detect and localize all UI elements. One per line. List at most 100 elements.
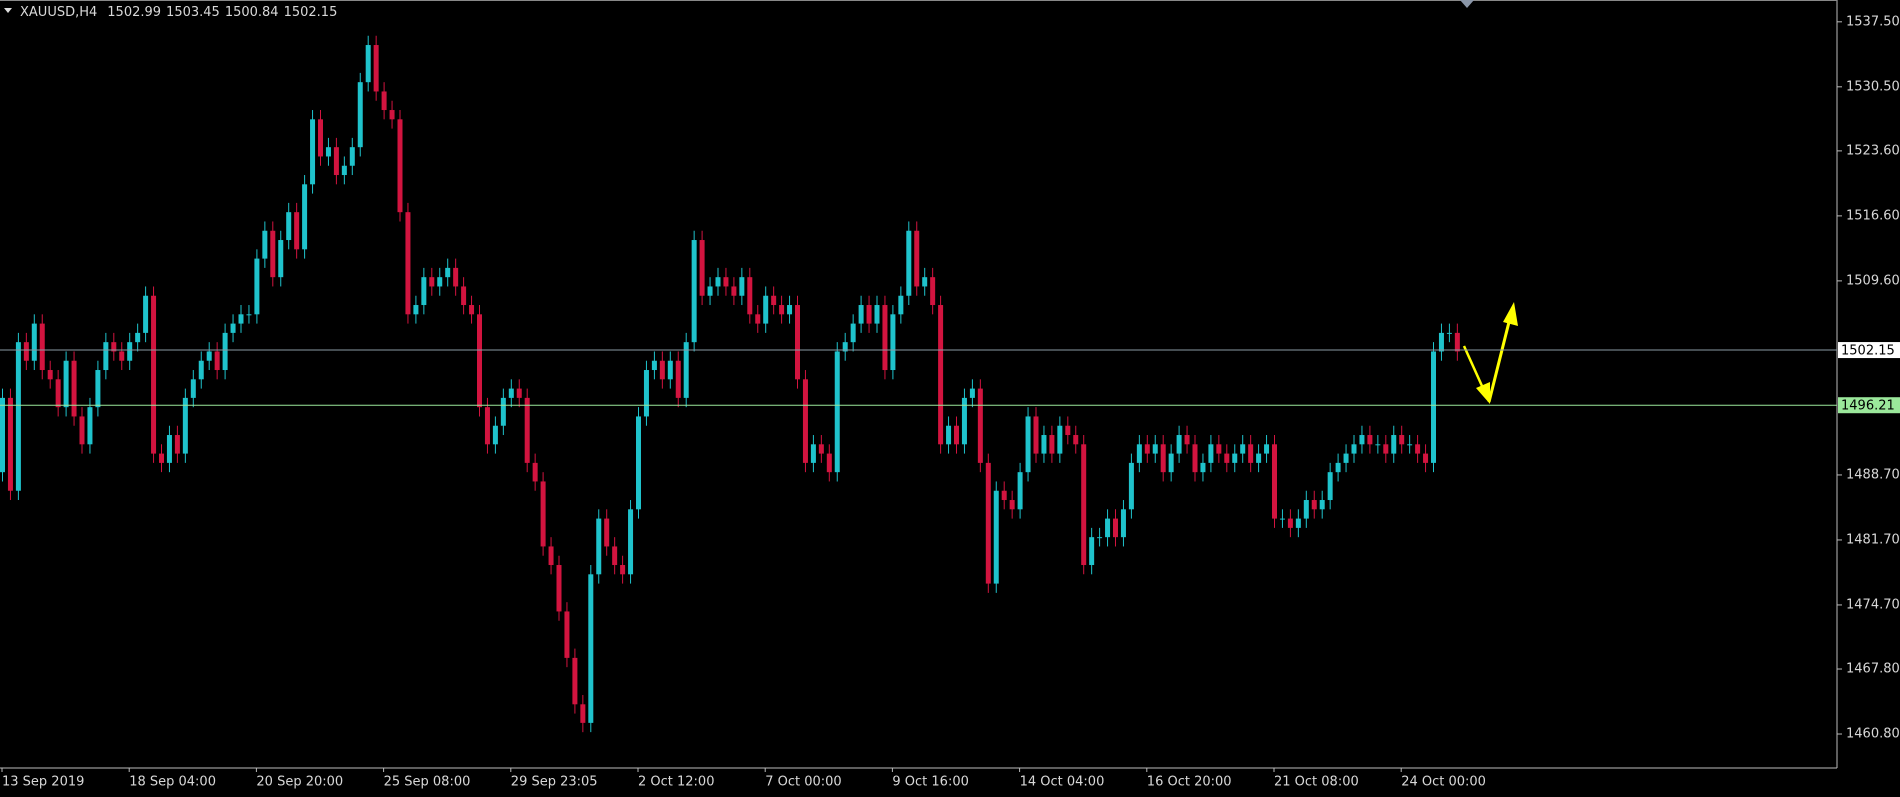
candle-body xyxy=(397,119,403,213)
x-tick-label: 29 Sep 23:05 xyxy=(511,775,598,790)
candle-body xyxy=(39,323,45,371)
candle-body xyxy=(1073,435,1079,445)
candle-body xyxy=(707,286,713,296)
candle-body xyxy=(1295,518,1301,528)
candle-body xyxy=(405,212,411,315)
candle-body xyxy=(914,230,920,287)
candle-body xyxy=(23,342,29,361)
candle-body xyxy=(119,351,125,361)
candle-body xyxy=(1319,500,1325,510)
y-tick-label: 1509.60 xyxy=(1846,273,1900,288)
candle-body xyxy=(1041,435,1047,454)
candle-body xyxy=(182,397,188,454)
y-tick-label: 1516.60 xyxy=(1846,208,1900,223)
candle-body xyxy=(1168,453,1174,473)
candle-body xyxy=(477,314,482,408)
candle-body xyxy=(286,212,292,241)
x-tick-label: 25 Sep 08:00 xyxy=(384,775,471,790)
candle-body xyxy=(866,305,872,324)
candle-body xyxy=(127,342,133,361)
candle-body xyxy=(874,305,880,324)
candle-body xyxy=(1335,462,1341,473)
candle-body xyxy=(969,388,975,398)
y-tick-label: 1523.60 xyxy=(1846,143,1900,158)
candle-body xyxy=(437,277,443,287)
candle-body xyxy=(1089,537,1095,566)
candle-body xyxy=(540,481,546,547)
candle-body xyxy=(1351,444,1357,454)
candle-body xyxy=(1240,444,1246,454)
candle-body xyxy=(787,305,793,315)
readout-low: 1500.84 xyxy=(225,5,279,20)
candle-body xyxy=(779,305,785,315)
candle-body xyxy=(548,546,554,566)
candle-body xyxy=(556,565,562,612)
candle-body xyxy=(87,407,93,445)
symbol: XAUUSD,H4 xyxy=(20,5,97,20)
x-tick-label: 24 Oct 00:00 xyxy=(1401,775,1486,790)
candle-body xyxy=(763,295,769,324)
candle-body xyxy=(389,110,395,120)
candle-body xyxy=(659,360,665,380)
candle-body xyxy=(1057,425,1063,454)
x-tick-label: 2 Oct 12:00 xyxy=(638,775,714,790)
candle-body xyxy=(373,45,379,92)
candle-body xyxy=(938,305,944,445)
candle-body xyxy=(270,230,276,278)
candle-body xyxy=(365,45,371,83)
candle-body xyxy=(318,119,323,157)
candle-body xyxy=(310,119,316,185)
y-tick-label: 1530.50 xyxy=(1846,79,1900,94)
candle-body xyxy=(1287,518,1293,528)
candle-body xyxy=(636,416,641,510)
candle-body xyxy=(246,314,252,316)
candle-body xyxy=(747,277,753,315)
candle-body xyxy=(15,342,21,491)
readout-close: 1502.15 xyxy=(284,5,338,20)
candle-body xyxy=(500,397,506,426)
y-tick-label: 1488.70 xyxy=(1846,467,1900,482)
candle-body xyxy=(1407,444,1413,446)
candle-body xyxy=(453,267,459,287)
candle-body xyxy=(1438,332,1444,352)
candle-body xyxy=(1327,472,1333,501)
candle-body xyxy=(731,286,737,296)
candle-body xyxy=(7,397,13,491)
candle-body xyxy=(1001,490,1007,501)
x-tick-label: 20 Sep 20:00 xyxy=(256,775,343,790)
candle-body xyxy=(850,323,856,343)
candle-body xyxy=(1391,435,1397,454)
candle-body xyxy=(1081,444,1087,566)
candle-body xyxy=(469,305,475,315)
candle-body xyxy=(214,351,220,371)
candle-body xyxy=(55,379,61,408)
candle-body xyxy=(0,397,5,473)
candle-body xyxy=(1136,444,1142,463)
candle-body xyxy=(79,416,85,445)
candle-body xyxy=(596,518,602,575)
candle-body xyxy=(413,305,419,315)
candle-body xyxy=(349,147,355,166)
candle-body xyxy=(1224,453,1230,463)
candle-body xyxy=(1359,435,1365,445)
candle-body xyxy=(333,147,339,176)
candle-body xyxy=(1208,444,1214,463)
candle-body xyxy=(1383,444,1389,454)
candle-body xyxy=(1415,444,1421,454)
candle-body xyxy=(1184,435,1190,445)
candle-body xyxy=(1272,444,1277,519)
candle-body xyxy=(1152,444,1158,454)
candle-body xyxy=(620,565,626,575)
candle-body xyxy=(484,407,490,445)
candle-body xyxy=(1176,435,1182,454)
x-tick-label: 13 Sep 2019 xyxy=(2,775,84,790)
candle-body xyxy=(1256,453,1262,463)
candle-body xyxy=(898,295,904,315)
candle-body xyxy=(461,286,467,306)
candle-body xyxy=(1113,518,1118,538)
candle-body xyxy=(230,323,236,333)
candle-body xyxy=(993,490,999,584)
candle-body xyxy=(1097,537,1103,539)
candle-body xyxy=(890,314,896,371)
y-tick-label: 1481.70 xyxy=(1846,532,1900,547)
